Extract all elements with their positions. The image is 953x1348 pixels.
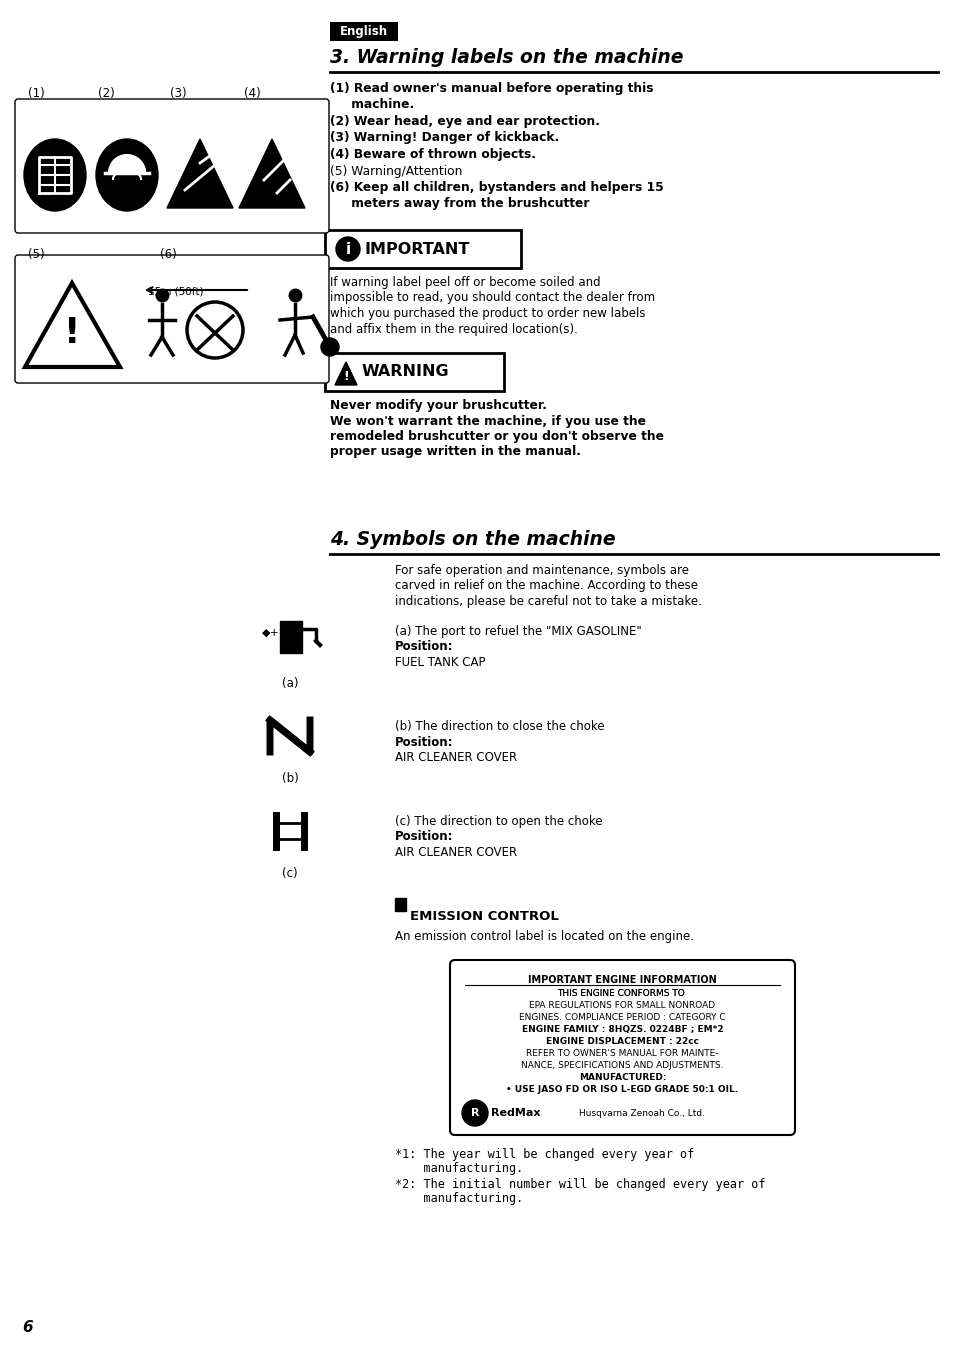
Text: AIR CLEANER COVER: AIR CLEANER COVER xyxy=(395,751,517,764)
Text: 15m (50ft): 15m (50ft) xyxy=(148,287,203,297)
Text: IMPORTANT: IMPORTANT xyxy=(365,241,470,256)
FancyBboxPatch shape xyxy=(325,353,503,391)
Text: meters away from the brushcutter: meters away from the brushcutter xyxy=(330,198,589,210)
Bar xyxy=(395,898,406,911)
Text: (b) The direction to close the choke: (b) The direction to close the choke xyxy=(395,720,604,733)
Text: ENGINE FAMILY : 8HQZS. 0224BF ; EM*2: ENGINE FAMILY : 8HQZS. 0224BF ; EM*2 xyxy=(521,1024,722,1034)
Text: ◆+: ◆+ xyxy=(262,628,279,638)
Text: We won't warrant the machine, if you use the: We won't warrant the machine, if you use… xyxy=(330,414,645,427)
Text: FUEL TANK CAP: FUEL TANK CAP xyxy=(395,656,485,669)
Circle shape xyxy=(335,237,359,262)
Bar xyxy=(330,22,397,40)
Text: AIR CLEANER COVER: AIR CLEANER COVER xyxy=(395,847,517,859)
Text: • USE JASO FD OR ISO L-EGD GRADE 50:1 OIL.: • USE JASO FD OR ISO L-EGD GRADE 50:1 OI… xyxy=(506,1085,738,1095)
Text: proper usage written in the manual.: proper usage written in the manual. xyxy=(330,445,580,458)
Text: English: English xyxy=(339,26,388,38)
Text: impossible to read, you should contact the dealer from: impossible to read, you should contact t… xyxy=(330,291,655,305)
Text: (2): (2) xyxy=(98,88,114,100)
FancyBboxPatch shape xyxy=(15,98,329,233)
Text: manufacturing.: manufacturing. xyxy=(395,1162,522,1175)
Text: remodeled brushcutter or you don't observe the: remodeled brushcutter or you don't obser… xyxy=(330,430,663,443)
Text: If warning label peel off or become soiled and: If warning label peel off or become soil… xyxy=(330,276,600,288)
Text: i: i xyxy=(345,241,350,256)
Bar xyxy=(280,621,302,652)
Text: (b): (b) xyxy=(281,772,298,785)
Text: ENGINES. COMPLIANCE PERIOD : CATEGORY C: ENGINES. COMPLIANCE PERIOD : CATEGORY C xyxy=(518,1012,725,1022)
Circle shape xyxy=(320,338,338,356)
Text: 3. Warning labels on the machine: 3. Warning labels on the machine xyxy=(330,49,682,67)
Ellipse shape xyxy=(24,139,86,212)
Text: MANUFACTURED:: MANUFACTURED: xyxy=(578,1073,665,1082)
Text: !: ! xyxy=(343,371,349,383)
Text: 6: 6 xyxy=(22,1320,32,1335)
Polygon shape xyxy=(239,139,305,208)
Text: *1: The year will be changed every year of: *1: The year will be changed every year … xyxy=(395,1148,694,1161)
Text: For safe operation and maintenance, symbols are: For safe operation and maintenance, symb… xyxy=(395,563,688,577)
Text: (6) Keep all children, bystanders and helpers 15: (6) Keep all children, bystanders and he… xyxy=(330,181,663,194)
Text: (c) The direction to open the choke: (c) The direction to open the choke xyxy=(395,816,602,828)
Text: (6): (6) xyxy=(160,248,176,262)
Text: and affix them in the required location(s).: and affix them in the required location(… xyxy=(330,322,578,336)
FancyBboxPatch shape xyxy=(325,231,520,268)
Text: 4. Symbols on the machine: 4. Symbols on the machine xyxy=(330,530,615,549)
Text: indications, please be careful not to take a mistake.: indications, please be careful not to ta… xyxy=(395,594,701,608)
Text: An emission control label is located on the engine.: An emission control label is located on … xyxy=(395,930,693,944)
Text: R: R xyxy=(470,1108,478,1117)
Text: (1): (1) xyxy=(28,88,45,100)
Text: NANCE, SPECIFICATIONS AND ADJUSTMENTS.: NANCE, SPECIFICATIONS AND ADJUSTMENTS. xyxy=(520,1061,723,1070)
Text: (5): (5) xyxy=(28,248,45,262)
Text: machine.: machine. xyxy=(330,98,414,112)
Text: REFER TO OWNER'S MANUAL FOR MAINTE-: REFER TO OWNER'S MANUAL FOR MAINTE- xyxy=(526,1049,718,1058)
Text: EMISSION CONTROL: EMISSION CONTROL xyxy=(410,910,558,923)
Text: which you purchased the product to order new labels: which you purchased the product to order… xyxy=(330,307,645,319)
Text: (a) The port to refuel the "MIX GASOLINE": (a) The port to refuel the "MIX GASOLINE… xyxy=(395,625,641,638)
FancyBboxPatch shape xyxy=(450,960,794,1135)
FancyBboxPatch shape xyxy=(15,255,329,383)
Circle shape xyxy=(187,302,243,359)
Text: Never modify your brushcutter.: Never modify your brushcutter. xyxy=(330,399,546,412)
Text: carved in relief on the machine. According to these: carved in relief on the machine. Accordi… xyxy=(395,580,698,593)
Text: ENGINE DISPLACEMENT : 22cc: ENGINE DISPLACEMENT : 22cc xyxy=(545,1037,699,1046)
Text: !: ! xyxy=(64,315,80,350)
Text: *2: The initial number will be changed every year of: *2: The initial number will be changed e… xyxy=(395,1178,764,1192)
Text: Position:: Position: xyxy=(395,830,453,844)
Text: IMPORTANT ENGINE INFORMATION: IMPORTANT ENGINE INFORMATION xyxy=(528,975,716,985)
Text: (4): (4) xyxy=(244,88,260,100)
Text: manufacturing.: manufacturing. xyxy=(395,1192,522,1205)
Ellipse shape xyxy=(96,139,158,212)
Text: Position:: Position: xyxy=(395,736,453,748)
Text: WARNING: WARNING xyxy=(361,364,449,380)
Text: THIS ENGINE CONFORMS TO: THIS ENGINE CONFORMS TO xyxy=(557,989,687,998)
Text: (c): (c) xyxy=(282,867,297,880)
Text: (3): (3) xyxy=(170,88,187,100)
Polygon shape xyxy=(25,283,120,367)
Text: EPA REGULATIONS FOR SMALL NONROAD: EPA REGULATIONS FOR SMALL NONROAD xyxy=(529,1002,715,1010)
Text: (5) Warning/Attention: (5) Warning/Attention xyxy=(330,164,462,178)
Text: (2) Wear head, eye and ear protection.: (2) Wear head, eye and ear protection. xyxy=(330,115,599,128)
Text: (a): (a) xyxy=(281,677,298,690)
Text: Husqvarna Zenoah Co., Ltd.: Husqvarna Zenoah Co., Ltd. xyxy=(578,1108,705,1117)
Text: (3) Warning! Danger of kickback.: (3) Warning! Danger of kickback. xyxy=(330,132,558,144)
Text: Position:: Position: xyxy=(395,640,453,654)
Text: (4) Beware of thrown objects.: (4) Beware of thrown objects. xyxy=(330,148,536,160)
Polygon shape xyxy=(335,363,356,386)
Circle shape xyxy=(461,1100,488,1126)
Text: (1) Read owner's manual before operating this: (1) Read owner's manual before operating… xyxy=(330,82,653,94)
Polygon shape xyxy=(167,139,233,208)
Text: RedMax: RedMax xyxy=(491,1108,540,1117)
Text: THIS ENGINE CONFORMS TO: THIS ENGINE CONFORMS TO xyxy=(557,989,687,998)
